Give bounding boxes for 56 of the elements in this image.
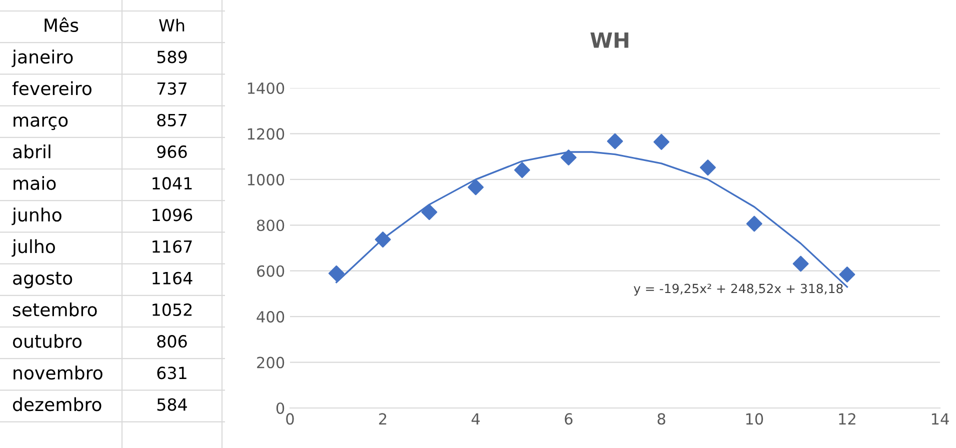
point xyxy=(514,162,530,178)
y-tick-label: 600 xyxy=(257,265,284,277)
data-label: 589 xyxy=(157,50,187,64)
category-label: setembro xyxy=(12,302,97,316)
category-label: julho xyxy=(12,239,55,257)
x-tick-label: 2 xyxy=(379,413,386,424)
y-tick-label: 1400 xyxy=(248,82,284,94)
x-tick-label: 6 xyxy=(564,413,572,425)
annotation: y = -19,25x² + 248,52x + 318,18 xyxy=(634,284,843,296)
category-label: fevereiro xyxy=(12,81,92,96)
category-label: abril xyxy=(13,144,50,158)
text: Mês xyxy=(44,17,78,32)
category-label: agosto xyxy=(13,272,72,288)
point xyxy=(746,216,762,232)
category-label: outubro xyxy=(12,334,82,348)
point xyxy=(653,134,670,150)
point xyxy=(607,133,623,150)
x-tick-label: 8 xyxy=(658,413,666,425)
data-label: 1041 xyxy=(152,177,192,190)
point xyxy=(421,204,438,220)
y-tick-label: 800 xyxy=(257,220,284,232)
point xyxy=(792,256,809,272)
x-tick-label: 0 xyxy=(286,413,294,425)
data-label: 737 xyxy=(157,82,186,95)
point xyxy=(560,150,577,166)
category-label: maio xyxy=(14,176,56,190)
chart-title: WH xyxy=(590,32,628,48)
data-label: 1052 xyxy=(152,303,192,316)
data-label: 1164 xyxy=(152,272,192,284)
y-tick-label: 400 xyxy=(256,311,284,323)
x-tick-label: 14 xyxy=(932,413,949,424)
point xyxy=(468,179,484,196)
x-tick-label: 12 xyxy=(839,413,856,424)
category-label: dezembro xyxy=(12,397,102,412)
point xyxy=(839,266,856,282)
y-tick-label: 1200 xyxy=(248,128,284,140)
data-label: 857 xyxy=(157,114,186,126)
data-label: 966 xyxy=(157,145,187,158)
category-label: novembro xyxy=(14,366,102,380)
x-tick-label: 4 xyxy=(472,413,480,424)
point xyxy=(700,160,716,176)
category-label: março xyxy=(14,116,68,130)
data-label: 631 xyxy=(157,366,186,380)
data-label: 584 xyxy=(157,398,187,411)
point xyxy=(374,232,391,248)
data-label: 1096 xyxy=(152,208,192,222)
y-tick-label: 200 xyxy=(257,356,284,368)
point xyxy=(328,265,344,282)
text: Wh xyxy=(159,18,184,32)
y-tick-label: 0 xyxy=(276,402,284,414)
y-tick-label: 1000 xyxy=(248,174,284,186)
data-label: 1167 xyxy=(152,240,192,253)
category-label: janeiro xyxy=(12,50,73,68)
data-label: 806 xyxy=(157,335,187,348)
category-label: junho xyxy=(12,208,62,226)
x-tick-label: 10 xyxy=(746,413,763,425)
